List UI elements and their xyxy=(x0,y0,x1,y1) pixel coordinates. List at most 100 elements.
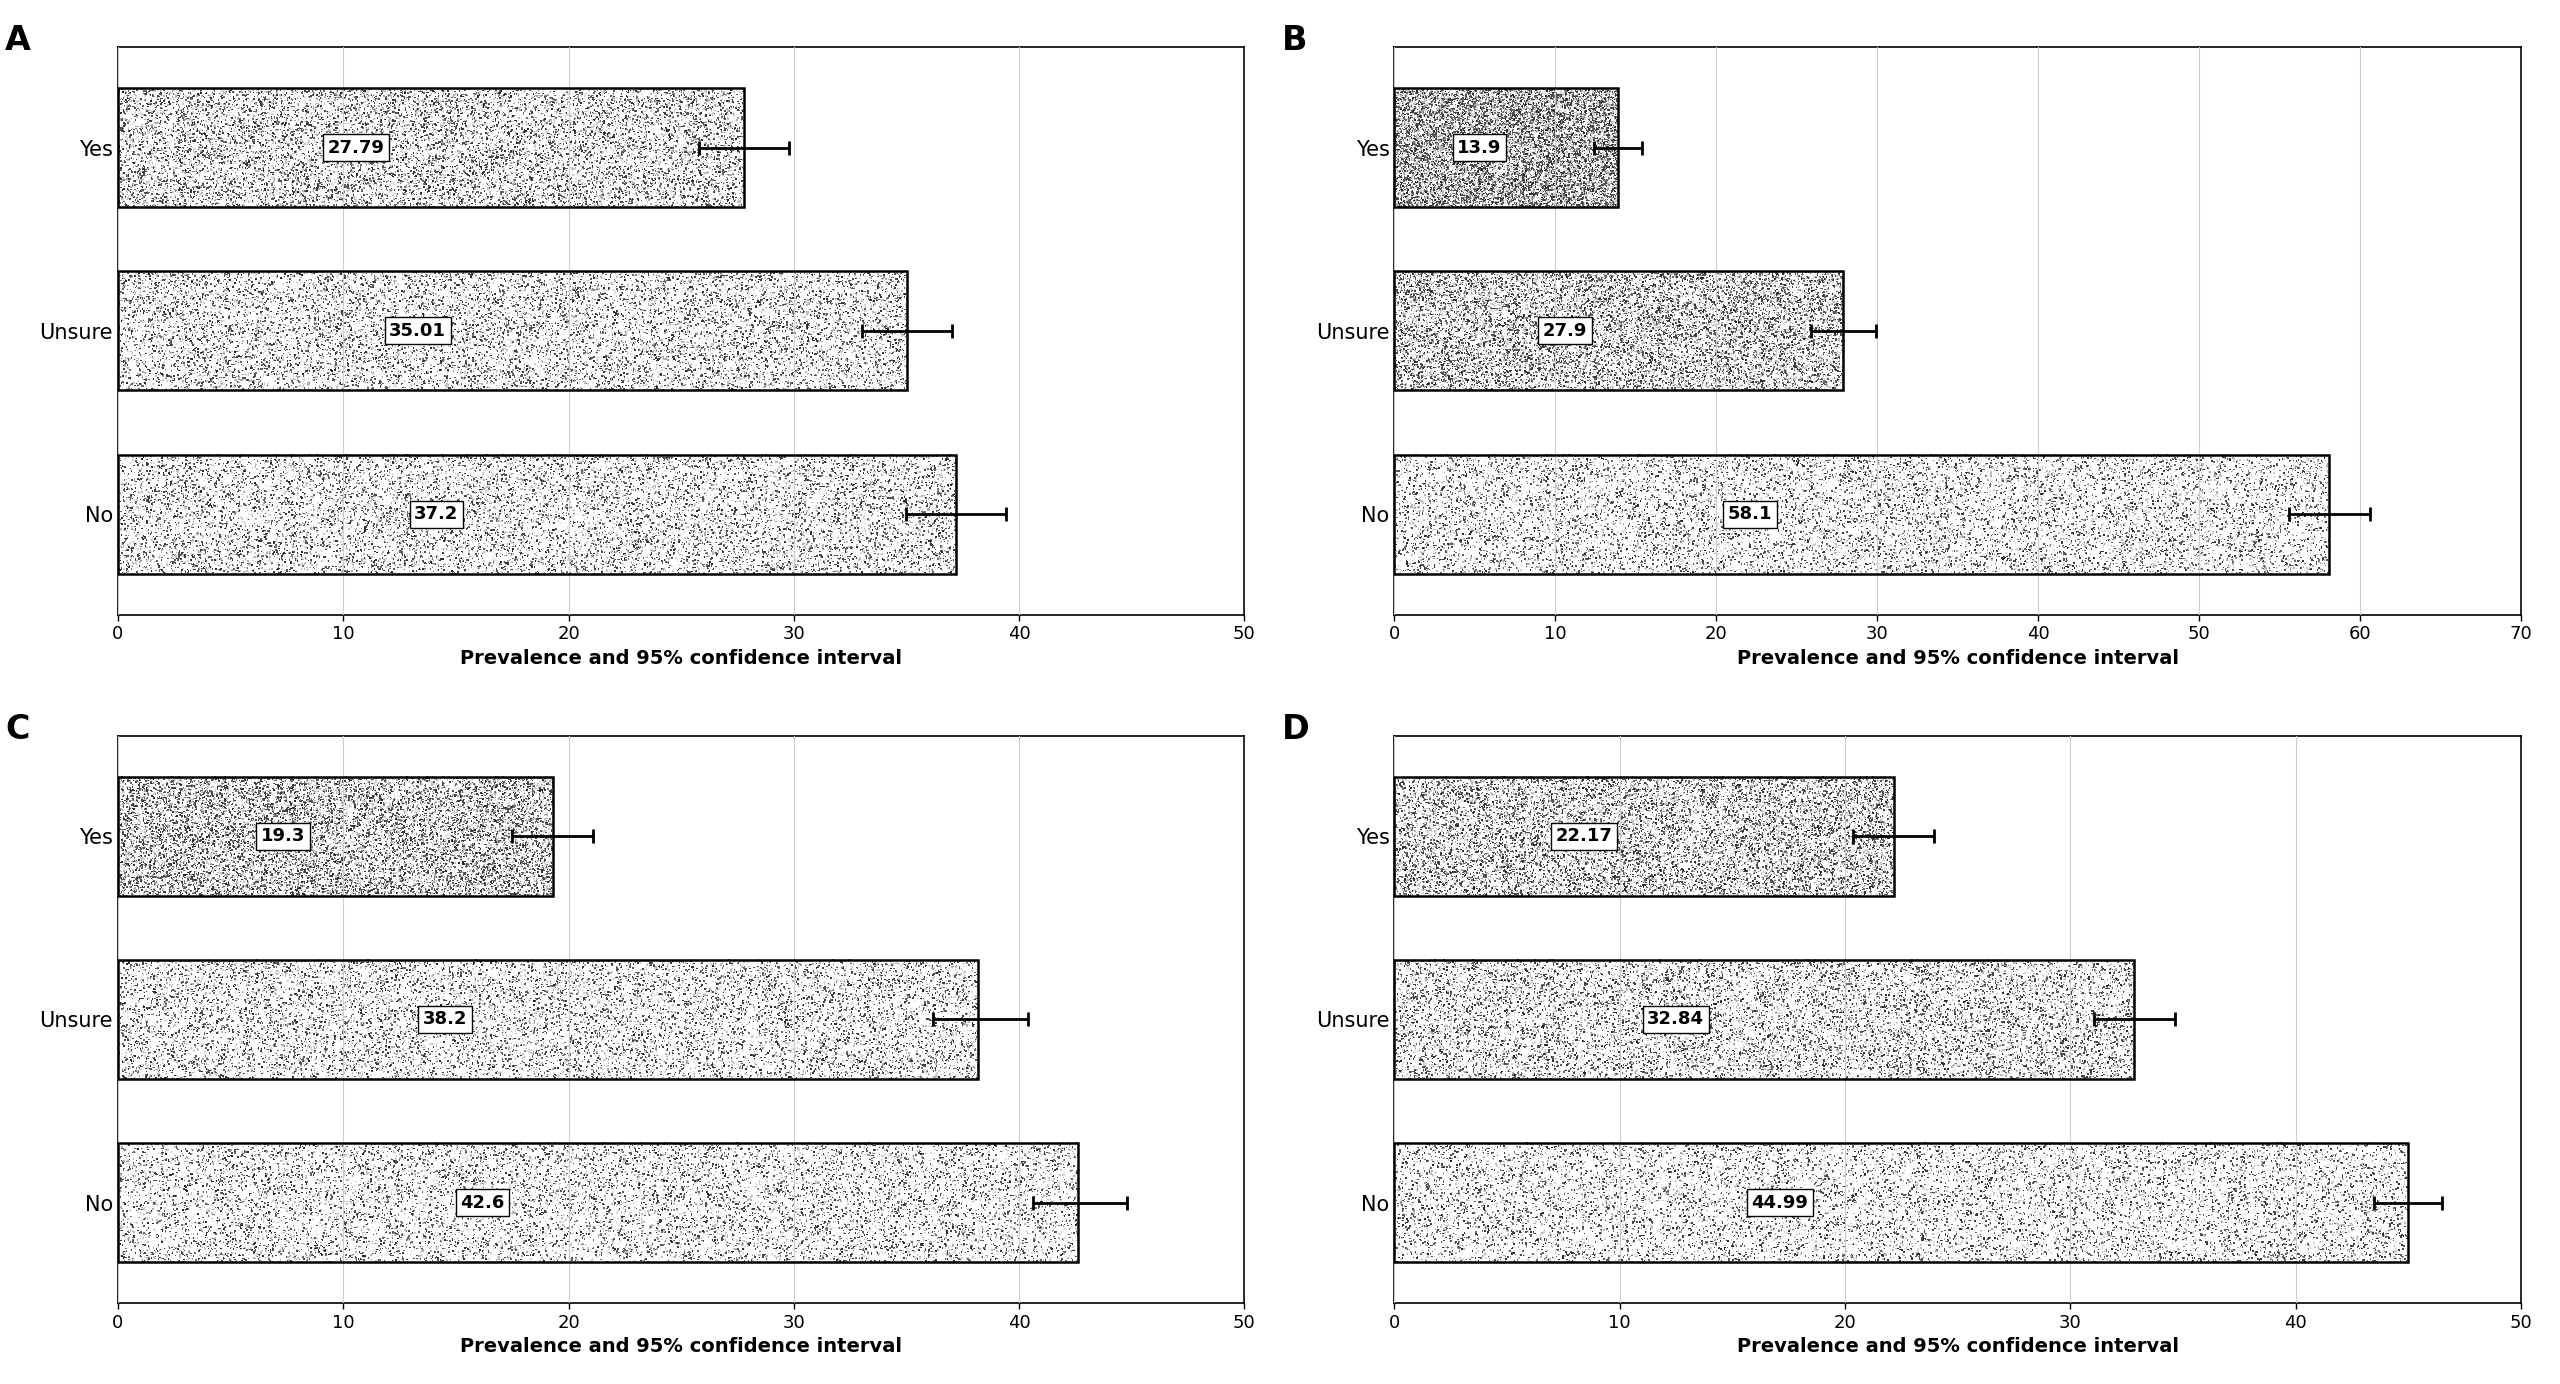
Point xyxy=(1533,350,1574,372)
Point xyxy=(236,495,276,518)
Point xyxy=(2383,1175,2424,1197)
Point xyxy=(1439,143,1480,165)
Point xyxy=(745,304,786,327)
Point xyxy=(1408,996,1449,1019)
Point xyxy=(689,552,730,574)
Point xyxy=(1459,370,1500,392)
Point xyxy=(1802,850,1843,872)
Point xyxy=(532,1246,573,1268)
Point xyxy=(2094,552,2135,574)
Point xyxy=(1751,361,1792,383)
Point xyxy=(1531,322,1572,345)
Point xyxy=(1469,288,1510,310)
Point xyxy=(1490,825,1531,847)
Point xyxy=(399,84,440,107)
Point xyxy=(1533,454,1574,476)
Point xyxy=(1490,548,1531,570)
Point xyxy=(343,832,384,854)
Point xyxy=(1539,779,1580,801)
Point xyxy=(1382,1045,1423,1067)
Point xyxy=(617,187,658,209)
Point xyxy=(1843,1219,1884,1241)
Point xyxy=(1482,473,1523,495)
Point xyxy=(899,1038,940,1060)
Point xyxy=(1971,1160,2012,1182)
Point xyxy=(105,172,146,194)
Point xyxy=(960,1138,1001,1160)
Point xyxy=(1523,177,1564,199)
Point xyxy=(1679,985,1720,1008)
Point xyxy=(1505,185,1546,208)
Point xyxy=(525,1239,566,1261)
Point xyxy=(512,879,553,901)
Point xyxy=(2071,1171,2112,1193)
Point xyxy=(389,501,430,523)
Point xyxy=(822,1027,863,1049)
Point xyxy=(302,285,343,307)
Point xyxy=(320,447,361,469)
Point xyxy=(1452,978,1492,1001)
Point xyxy=(474,159,515,181)
Point xyxy=(1487,956,1528,978)
Point xyxy=(901,1145,942,1167)
Point xyxy=(589,278,630,300)
Point xyxy=(1938,1163,1979,1185)
Point xyxy=(681,148,722,170)
Point xyxy=(1431,862,1472,884)
Point xyxy=(381,352,422,374)
Point xyxy=(461,304,502,327)
Point xyxy=(1490,868,1531,890)
Point xyxy=(369,811,410,833)
Point xyxy=(1595,304,1636,327)
Point xyxy=(1431,328,1472,350)
Point xyxy=(2161,1210,2202,1232)
Point xyxy=(909,1053,950,1075)
Point xyxy=(328,143,369,165)
Point xyxy=(2240,473,2281,495)
Point xyxy=(108,1164,148,1186)
Point xyxy=(438,1175,479,1197)
Point xyxy=(1784,1205,1825,1228)
Point xyxy=(714,1179,755,1201)
Point xyxy=(1697,354,1738,376)
Point xyxy=(1457,365,1498,388)
Point xyxy=(2084,1208,2125,1230)
Point xyxy=(1428,786,1469,808)
Point xyxy=(1605,981,1646,1003)
Point xyxy=(466,782,507,804)
Point xyxy=(1426,113,1467,136)
Point xyxy=(1930,1042,1971,1064)
Point xyxy=(317,282,358,304)
Point xyxy=(850,289,891,311)
Point xyxy=(156,829,197,851)
Point xyxy=(1994,966,2035,988)
Point xyxy=(1516,814,1556,836)
Point xyxy=(1480,817,1521,839)
Point xyxy=(113,144,154,166)
Point xyxy=(220,873,261,895)
Point xyxy=(1518,303,1559,325)
Point xyxy=(640,956,681,978)
Point xyxy=(1807,770,1848,792)
Point xyxy=(525,876,566,898)
Point xyxy=(2017,523,2058,545)
Point xyxy=(584,169,625,191)
Point xyxy=(1733,304,1774,327)
Point xyxy=(317,183,358,205)
Point xyxy=(481,295,522,317)
Point xyxy=(922,548,963,570)
Point xyxy=(1613,972,1654,994)
Point xyxy=(2068,1019,2109,1041)
Point xyxy=(1626,790,1667,812)
Point xyxy=(1746,468,1787,490)
Point xyxy=(1690,490,1731,512)
Point xyxy=(1636,540,1677,562)
Point xyxy=(1636,770,1677,792)
Point xyxy=(1526,185,1567,208)
Point xyxy=(1539,450,1580,472)
Point xyxy=(1725,317,1766,339)
Point xyxy=(430,1052,471,1074)
Point xyxy=(1452,130,1492,152)
Point xyxy=(394,529,435,551)
Point xyxy=(1388,80,1428,102)
